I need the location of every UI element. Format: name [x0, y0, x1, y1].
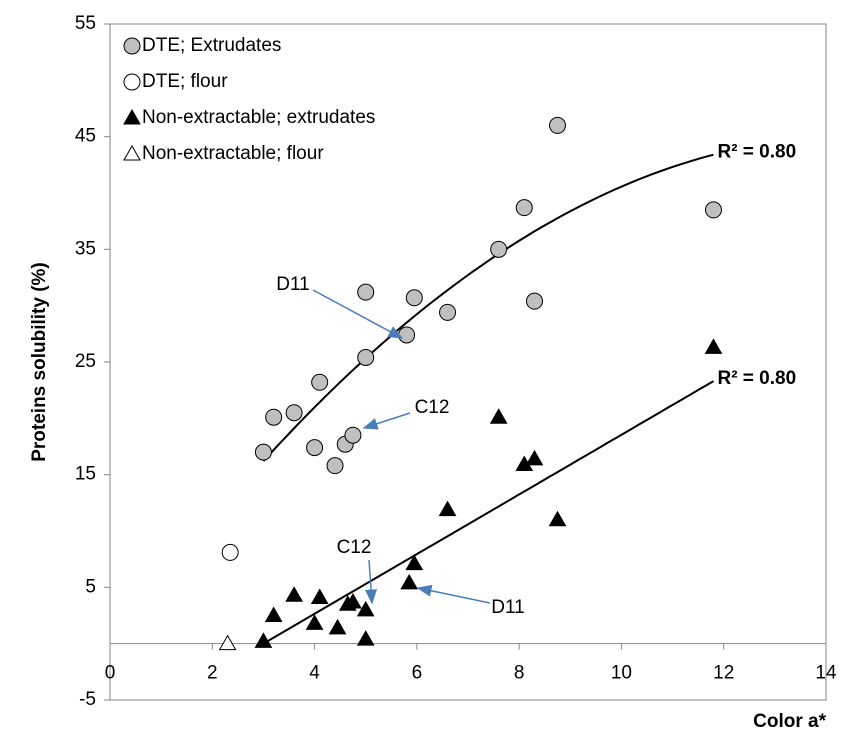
point	[344, 426, 362, 444]
point	[326, 457, 344, 475]
point	[704, 338, 723, 354]
annotation: C12	[415, 397, 450, 418]
point	[525, 449, 544, 466]
legend-marker	[123, 144, 141, 161]
y-tick-label: 55	[75, 13, 96, 34]
annotation-arrow	[362, 412, 411, 430]
trendline-label: R² = 0.80	[717, 142, 796, 163]
point	[548, 510, 567, 527]
x-tick-label: 2	[207, 663, 218, 684]
x-tick-label: 12	[713, 663, 734, 684]
point	[525, 292, 543, 310]
point	[264, 606, 283, 622]
point	[405, 554, 424, 571]
annotation: D11	[276, 274, 309, 295]
y-tick-label: 5	[85, 576, 96, 597]
point	[218, 634, 237, 651]
x-axis-label: Color a*	[753, 711, 826, 732]
point	[305, 614, 324, 630]
annotation-arrow	[312, 289, 404, 339]
point	[515, 199, 533, 217]
y-tick-label: 25	[75, 351, 96, 372]
point	[306, 439, 324, 457]
legend-marker	[123, 73, 141, 91]
point	[405, 289, 423, 307]
trendline	[262, 380, 715, 645]
point	[398, 326, 416, 344]
point	[439, 303, 457, 321]
point	[357, 348, 375, 366]
y-axis-label: Proteins solubility (%)	[29, 262, 50, 462]
legend-label: Non-extractable; extrudates	[142, 107, 375, 128]
point	[438, 500, 457, 517]
point	[285, 586, 303, 602]
point	[311, 373, 329, 391]
point	[356, 600, 375, 617]
point	[285, 404, 303, 422]
point	[265, 408, 283, 426]
point	[400, 573, 419, 590]
point	[254, 632, 273, 648]
annotation-arrow	[365, 559, 378, 605]
trendline	[262, 153, 714, 462]
legend-marker	[123, 37, 141, 55]
legend-label: DTE; Extrudates	[142, 35, 281, 56]
point	[549, 116, 566, 134]
x-tick-label: 8	[514, 663, 525, 684]
legend-marker	[123, 108, 141, 125]
legend-label: DTE; flour	[142, 71, 228, 92]
annotation: C12	[337, 537, 372, 558]
point	[344, 592, 362, 609]
x-tick-label: 14	[815, 663, 837, 684]
point	[254, 443, 272, 461]
x-tick-label: 10	[611, 663, 632, 684]
point	[328, 618, 347, 635]
x-tick-label: 4	[309, 663, 320, 684]
annotation-arrow	[416, 584, 491, 604]
point	[704, 201, 722, 219]
point	[310, 588, 329, 604]
point	[356, 630, 375, 646]
point	[489, 408, 508, 424]
y-tick-label: 15	[75, 464, 96, 485]
point	[357, 283, 375, 301]
x-tick-label: 0	[105, 663, 116, 684]
legend-label: Non-extractable; flour	[142, 143, 324, 164]
trendline-label: R² = 0.80	[717, 368, 796, 389]
point	[490, 240, 508, 258]
y-tick-label: -5	[79, 689, 96, 710]
y-tick-label: 45	[75, 126, 96, 147]
point	[221, 543, 239, 561]
annotation: D11	[491, 597, 524, 618]
x-tick-label: 6	[412, 663, 423, 684]
y-tick-label: 35	[75, 238, 96, 259]
